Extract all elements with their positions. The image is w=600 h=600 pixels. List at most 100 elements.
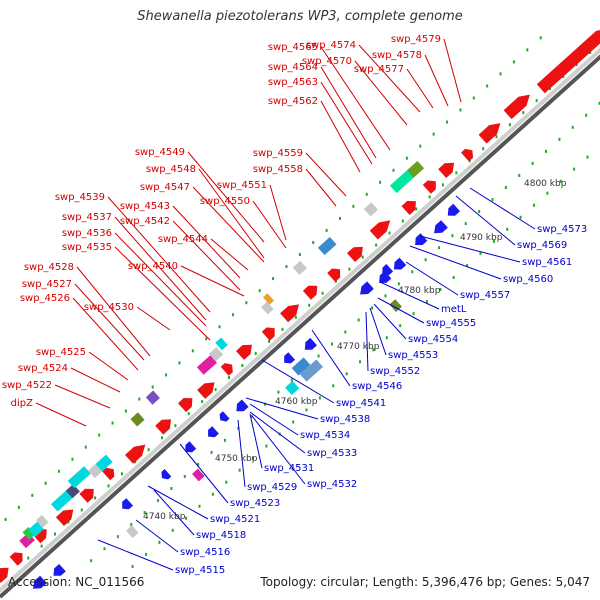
tick-mark	[455, 171, 458, 175]
forward-gene-label: dipZ	[11, 398, 33, 409]
reverse-gene-label: metL	[441, 304, 467, 315]
forward-leader-line	[358, 44, 421, 113]
forward-leader-line	[76, 266, 151, 357]
reverse-gene-label: swp_4538	[320, 414, 370, 425]
forward-gene-label: swp_4526	[20, 293, 70, 304]
tick-mark	[411, 270, 414, 274]
tick-mark	[238, 468, 241, 472]
tick-mark	[54, 532, 57, 536]
forward-gene-arrow	[478, 123, 501, 144]
tick-mark	[264, 402, 267, 406]
forward-gene-arrow	[347, 246, 363, 262]
reverse-gene-label: swp_4560	[503, 274, 553, 285]
tick-mark	[399, 324, 402, 328]
tick-mark	[573, 167, 576, 171]
reverse-leader-line	[249, 413, 263, 469]
tick-mark	[198, 504, 201, 508]
reverse-gene-arrow	[284, 352, 295, 364]
tick-mark	[401, 219, 404, 223]
tick-mark	[371, 306, 374, 310]
tick-mark	[143, 511, 146, 515]
forward-leader-line	[320, 81, 373, 165]
forward-leader-line	[198, 168, 265, 259]
tick-mark	[138, 397, 141, 401]
tick-mark	[506, 227, 509, 231]
tick-mark	[432, 132, 435, 136]
reverse-gene-arrow	[219, 411, 230, 422]
tick-mark	[58, 469, 61, 473]
forward-gene-arrow	[197, 382, 215, 399]
tick-mark	[522, 111, 525, 115]
forward-gene-label: swp_4562	[268, 96, 318, 107]
reverse-leader-line	[365, 311, 369, 372]
tick-mark	[185, 516, 188, 520]
tick-mark	[4, 517, 7, 521]
tick-mark	[491, 198, 494, 202]
tick-mark	[178, 361, 181, 365]
tick-mark	[44, 481, 47, 485]
tick-mark	[298, 253, 301, 257]
accession-text: Accession: NC_011566	[8, 575, 145, 589]
scale-label: 4780 kbp	[398, 286, 441, 296]
forward-leader-line	[180, 265, 245, 297]
feature-box	[261, 301, 274, 315]
forward-leader-line	[320, 46, 391, 151]
tick-mark	[265, 444, 268, 448]
forward-gene-label: swp_4574	[306, 40, 356, 51]
reverse-gene-label: swp_4533	[307, 448, 357, 459]
tick-mark	[392, 168, 395, 172]
tick-mark	[499, 72, 502, 76]
forward-leader-line	[320, 100, 361, 173]
forward-gene-arrow	[536, 30, 600, 94]
scale-label: 4760 kbp	[275, 397, 318, 407]
reverse-gene-label: swp_4541	[336, 398, 386, 409]
reverse-gene-arrow	[379, 271, 392, 283]
tick-mark	[549, 87, 552, 91]
forward-gene-label: swp_4577	[354, 64, 404, 75]
tick-mark	[17, 505, 20, 509]
tick-mark	[464, 222, 467, 226]
feature-box	[299, 359, 323, 382]
reverse-leader-line	[97, 539, 174, 571]
tick-mark	[124, 409, 127, 413]
forward-gene-arrow	[369, 220, 391, 240]
reverse-gene-arrow	[161, 469, 172, 480]
tick-mark	[174, 424, 177, 428]
tick-mark	[452, 275, 455, 279]
tick-mark	[451, 234, 454, 238]
tick-mark	[359, 360, 362, 364]
forward-leader-line	[114, 216, 207, 321]
tick-mark	[103, 547, 106, 551]
forward-gene-label: swp_4525	[36, 347, 86, 358]
tick-mark	[504, 185, 507, 189]
tick-mark	[98, 433, 101, 437]
reverse-leader-line	[373, 303, 407, 340]
tick-mark	[512, 60, 515, 64]
forward-leader-line	[114, 232, 207, 327]
forward-leader-line	[192, 186, 265, 263]
tick-mark	[80, 508, 83, 512]
tick-mark	[486, 84, 489, 88]
feature-box	[292, 260, 307, 275]
reverse-gene-label: swp_4518	[196, 530, 246, 541]
tick-mark	[472, 96, 475, 100]
tick-mark	[330, 342, 333, 346]
forward-gene-arrow	[55, 509, 74, 526]
tick-mark	[252, 456, 255, 460]
forward-gene-label: swp_4559	[253, 148, 303, 159]
feature-box	[208, 347, 224, 362]
forward-leader-line	[252, 200, 287, 249]
tick-mark	[321, 291, 324, 295]
forward-gene-label: swp_4550	[200, 196, 250, 207]
forward-gene-label: swp_4536	[62, 228, 112, 239]
forward-gene-label: swp_4547	[140, 182, 190, 193]
forward-leader-line	[443, 38, 462, 103]
tick-mark	[519, 215, 522, 219]
backbone-outer	[0, 47, 600, 593]
tick-mark	[71, 457, 74, 461]
forward-gene-label: swp_4565	[268, 42, 318, 53]
tick-mark	[397, 282, 400, 286]
tick-mark	[111, 421, 114, 425]
feature-box	[215, 337, 228, 351]
